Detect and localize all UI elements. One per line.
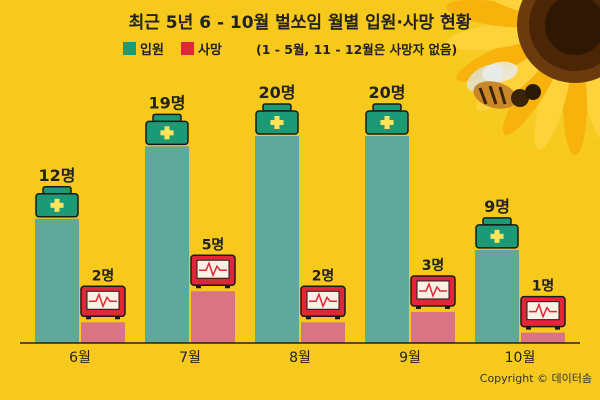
legend-swatch-deaths	[181, 42, 194, 55]
legend-note: (1 - 5월, 11 - 12월은 사망자 없음)	[256, 42, 457, 57]
x-tick-label: 7월	[179, 350, 201, 366]
hospital-kit-icon	[145, 113, 189, 146]
bar-admitted-8	[255, 136, 299, 343]
hospital-kit-icon	[365, 103, 409, 135]
heart-monitor-icon	[520, 295, 566, 330]
bar-deaths-8	[301, 322, 345, 343]
x-tick-label: 9월	[399, 350, 421, 366]
hospital-kit-icon	[475, 217, 519, 249]
data-label-deaths: 2명	[92, 267, 115, 284]
legend-label-deaths: 사망	[198, 42, 222, 58]
x-tick-labels: 6월 7월 8월 9월 10월	[69, 350, 535, 366]
bar-admitted-10	[475, 249, 519, 343]
legend-swatch-admitted	[123, 42, 136, 55]
heart-monitor-icon	[410, 275, 456, 309]
bee-illustration	[466, 61, 541, 109]
bar-deaths-9	[411, 311, 455, 343]
chart-title: 최근 5년 6 - 10월 벌쏘임 월별 입원·사망 현황	[129, 12, 472, 33]
bar-admitted-6	[35, 218, 79, 343]
data-label-admitted: 20명	[259, 83, 296, 102]
legend-label-admitted: 입원	[140, 43, 164, 58]
bar-admitted-7	[145, 146, 189, 343]
copyright-text: Copyright © 데이터솜	[480, 372, 592, 385]
bars-layer: 12명 2명 19명 5명 20명 2명 20명 3명 9명 1명	[35, 83, 566, 343]
bar-admitted-9	[365, 136, 409, 343]
data-label-admitted: 20명	[369, 83, 406, 102]
data-label-admitted: 12명	[39, 166, 76, 185]
data-label-deaths: 1명	[532, 278, 555, 295]
bar-deaths-7	[191, 291, 235, 343]
x-tick-label: 10월	[505, 350, 536, 366]
data-label-deaths: 5명	[202, 236, 225, 253]
hospital-kit-icon	[255, 103, 299, 135]
x-tick-label: 8월	[289, 350, 311, 366]
heart-monitor-icon	[300, 285, 346, 320]
data-label-deaths: 2명	[312, 267, 335, 284]
hospital-kit-icon	[35, 186, 79, 218]
heart-monitor-icon	[80, 285, 126, 320]
x-tick-label: 6월	[69, 350, 91, 366]
legend: 입원 사망 (1 - 5월, 11 - 12월은 사망자 없음)	[123, 42, 457, 58]
bar-deaths-6	[81, 322, 125, 343]
data-label-deaths: 3명	[422, 257, 445, 274]
heart-monitor-icon	[190, 254, 236, 289]
data-label-admitted: 9명	[484, 197, 510, 216]
bar-deaths-10	[521, 332, 565, 343]
data-label-admitted: 19명	[149, 93, 186, 112]
